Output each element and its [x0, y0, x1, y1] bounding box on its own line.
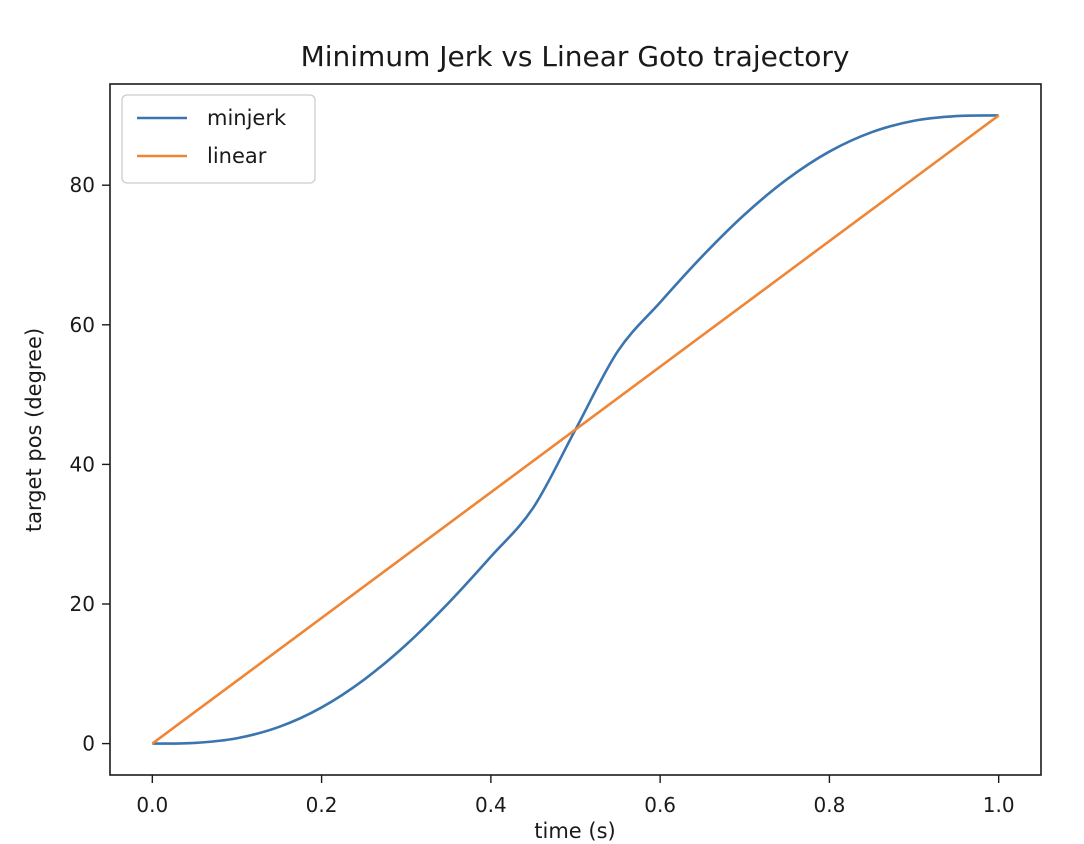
y-tick-label: 40 [70, 452, 95, 476]
legend-label-minjerk: minjerk [207, 106, 287, 130]
chart-title: Minimum Jerk vs Linear Goto trajectory [301, 40, 850, 73]
x-tick-label: 0.8 [814, 793, 846, 817]
y-tick-label: 80 [70, 173, 95, 197]
x-tick-label: 0.0 [136, 793, 168, 817]
x-tick-label: 0.4 [475, 793, 507, 817]
y-tick-label: 60 [70, 313, 95, 337]
y-axis-label: target pos (degree) [22, 328, 46, 532]
series-line-linear [151, 114, 1000, 745]
x-tick-label: 1.0 [983, 793, 1015, 817]
x-tick-label: 0.6 [644, 793, 676, 817]
y-tick-label: 0 [82, 732, 95, 756]
legend: minjerk linear [121, 94, 316, 184]
x-tick-label: 0.2 [306, 793, 338, 817]
x-axis-label: time (s) [534, 819, 615, 843]
x-axis-ticks: 0.0 0.2 0.4 0.6 0.8 1.0 [136, 775, 1015, 817]
plot-frame [109, 83, 1042, 776]
series-layer [151, 114, 1000, 745]
y-tick-label: 20 [70, 592, 95, 616]
y-axis-ticks: 0 20 40 60 80 [70, 173, 110, 756]
legend-label-linear: linear [207, 144, 267, 168]
